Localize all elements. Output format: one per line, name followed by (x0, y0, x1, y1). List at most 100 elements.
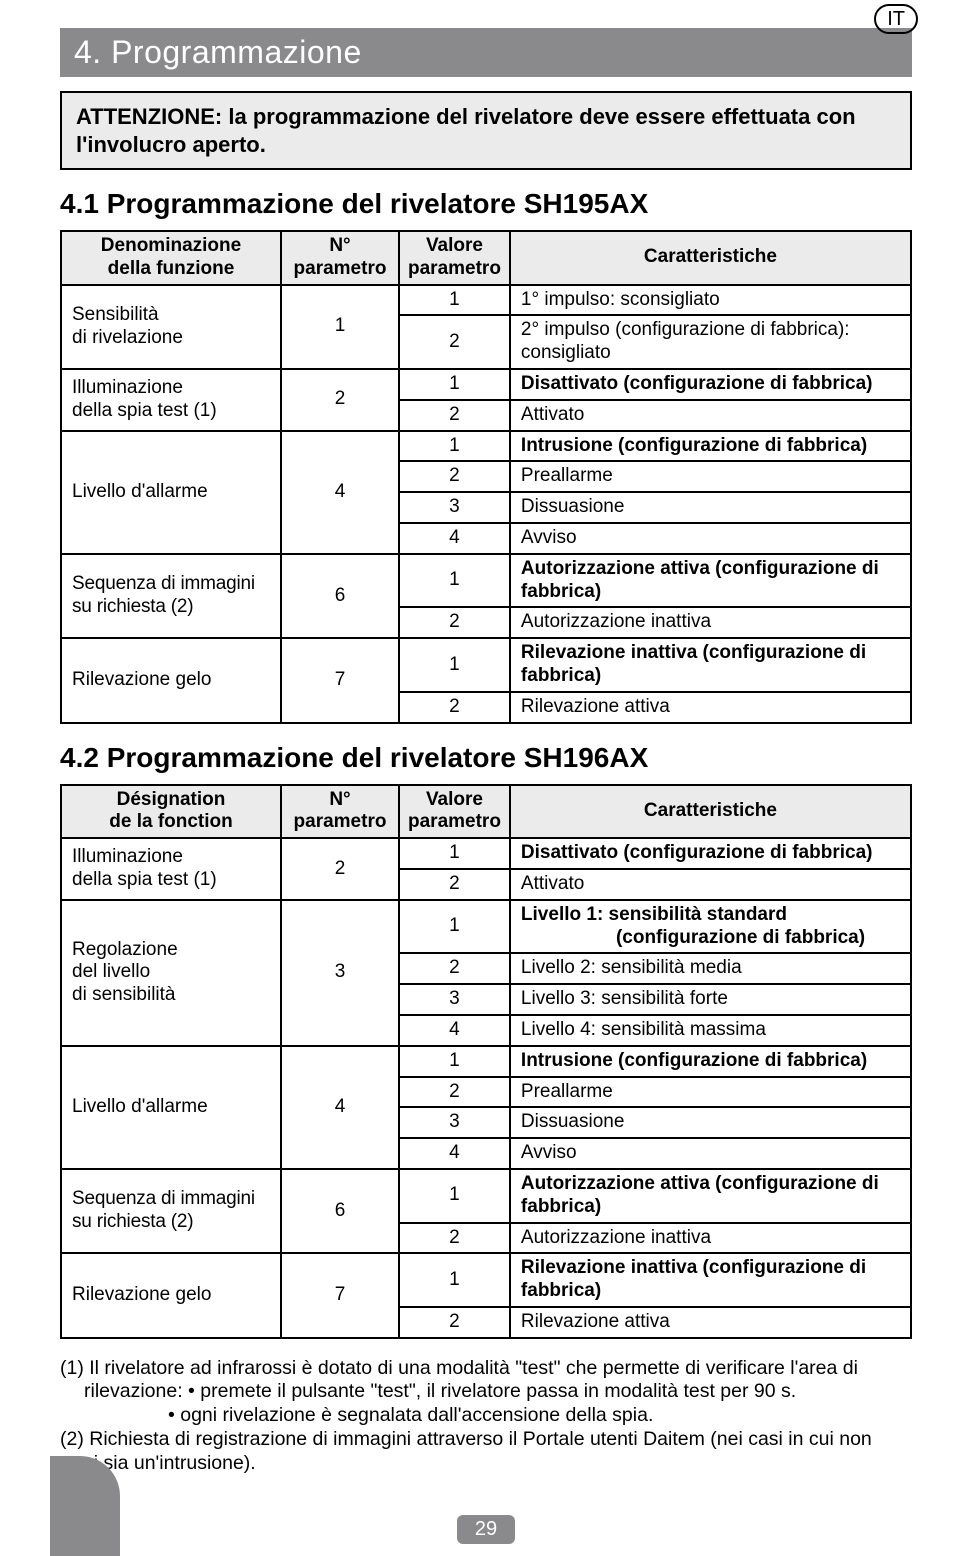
param-value-cell: 2 (399, 461, 510, 492)
table-sh195ax: Denominazionedella funzioneN°parametroVa… (60, 230, 912, 724)
table-row: Rilevazione gelo71Rilevazione inattiva (… (61, 638, 911, 692)
characteristic-cell: Rilevazione inattiva (configurazione di … (510, 1253, 911, 1307)
param-number-cell: 2 (281, 369, 399, 431)
characteristic-cell: Disattivato (configurazione di fabbrica) (510, 838, 911, 869)
footnote-2-line1: (2) Richiesta di registrazione di immagi… (60, 1428, 912, 1452)
param-number-cell: 6 (281, 1169, 399, 1253)
function-name-cell: Sequenza di immaginisu richiesta (2) (61, 1169, 281, 1253)
characteristic-cell: Dissuasione (510, 1107, 911, 1138)
characteristic-cell: 1° impulso: sconsigliato (510, 285, 911, 316)
characteristic-cell: Preallarme (510, 461, 911, 492)
param-value-cell: 1 (399, 1253, 510, 1307)
col-header-function: Denominazionedella funzione (61, 231, 281, 285)
footer-tab-decoration (50, 1456, 120, 1556)
param-value-cell: 1 (399, 554, 510, 608)
col-header-param-num: N°parametro (281, 231, 399, 285)
characteristic-cell: Rilevazione inattiva (configurazione di … (510, 638, 911, 692)
characteristic-cell: Avviso (510, 523, 911, 554)
characteristic-cell: Disattivato (configurazione di fabbrica) (510, 369, 911, 400)
characteristic-cell: Intrusione (configurazione di fabbrica) (510, 1046, 911, 1077)
param-value-cell: 2 (399, 607, 510, 638)
param-value-cell: 1 (399, 285, 510, 316)
col-header-characteristics: Caratteristiche (510, 231, 911, 285)
param-number-cell: 7 (281, 638, 399, 722)
param-number-cell: 4 (281, 1046, 399, 1169)
param-value-cell: 3 (399, 1107, 510, 1138)
param-value-cell: 4 (399, 1138, 510, 1169)
characteristic-cell: Attivato (510, 869, 911, 900)
function-name-cell: Rilevazione gelo (61, 1253, 281, 1337)
param-value-cell: 1 (399, 431, 510, 462)
param-value-cell: 1 (399, 1046, 510, 1077)
table-row: Sensibilitàdi rivelazione111° impulso: s… (61, 285, 911, 316)
col-header-characteristics: Caratteristiche (510, 785, 911, 839)
characteristic-cell: Rilevazione attiva (510, 1307, 911, 1338)
param-value-cell: 2 (399, 1077, 510, 1108)
param-value-cell: 2 (399, 1223, 510, 1254)
function-name-cell: Livello d'allarme (61, 1046, 281, 1169)
function-name-cell: Livello d'allarme (61, 431, 281, 554)
function-name-cell: Sensibilitàdi rivelazione (61, 285, 281, 369)
function-name-cell: Rilevazione gelo (61, 638, 281, 722)
characteristic-cell: Attivato (510, 400, 911, 431)
param-value-cell: 1 (399, 1169, 510, 1223)
table-row: Sequenza di immaginisu richiesta (2)61Au… (61, 554, 911, 608)
param-value-cell: 4 (399, 523, 510, 554)
footnotes: (1) Il rivelatore ad infrarossi è dotato… (60, 1357, 912, 1476)
section-title-bar: 4. Programmazione (60, 28, 912, 77)
table1-heading: 4.1 Programmazione del rivelatore SH195A… (60, 188, 912, 220)
param-value-cell: 1 (399, 638, 510, 692)
characteristic-cell: Intrusione (configurazione di fabbrica) (510, 431, 911, 462)
characteristic-cell: Rilevazione attiva (510, 692, 911, 723)
table-row: Rilevazione gelo71Rilevazione inattiva (… (61, 1253, 911, 1307)
table-sh196ax: Désignationde la fonctionN°parametroValo… (60, 784, 912, 1339)
table-row: Illuminazionedella spia test (1)21Disatt… (61, 838, 911, 869)
table2-heading: 4.2 Programmazione del rivelatore SH196A… (60, 742, 912, 774)
param-value-cell: 1 (399, 838, 510, 869)
characteristic-cell: Preallarme (510, 1077, 911, 1108)
attention-note: ATTENZIONE: la programmazione del rivela… (60, 91, 912, 170)
characteristic-cell: Avviso (510, 1138, 911, 1169)
param-value-cell: 4 (399, 1015, 510, 1046)
col-header-function: Désignationde la fonction (61, 785, 281, 839)
page-number: 29 (457, 1515, 515, 1544)
param-number-cell: 1 (281, 285, 399, 369)
function-name-cell: Sequenza di immaginisu richiesta (2) (61, 554, 281, 638)
table-row: Sequenza di immaginisu richiesta (2)61Au… (61, 1169, 911, 1223)
characteristic-cell: Autorizzazione inattiva (510, 1223, 911, 1254)
characteristic-cell: Autorizzazione attiva (configurazione di… (510, 1169, 911, 1223)
footnote-2-line2: vi sia un'intrusione). (60, 1452, 912, 1476)
param-value-cell: 2 (399, 869, 510, 900)
param-value-cell: 2 (399, 953, 510, 984)
param-number-cell: 4 (281, 431, 399, 554)
param-number-cell: 6 (281, 554, 399, 638)
param-value-cell: 2 (399, 692, 510, 723)
param-value-cell: 3 (399, 984, 510, 1015)
characteristic-cell: 2° impulso (configurazione di fabbrica):… (510, 315, 911, 369)
characteristic-cell: Autorizzazione attiva (configurazione di… (510, 554, 911, 608)
param-number-cell: 2 (281, 838, 399, 900)
param-value-cell: 1 (399, 900, 510, 954)
footnote-1-line1: (1) Il rivelatore ad infrarossi è dotato… (60, 1357, 912, 1381)
function-name-cell: Regolazionedel livellodi sensibilità (61, 900, 281, 1046)
characteristic-cell: Livello 2: sensibilità media (510, 953, 911, 984)
function-name-cell: Illuminazionedella spia test (1) (61, 369, 281, 431)
col-header-param-val: Valoreparametro (399, 231, 510, 285)
param-number-cell: 3 (281, 900, 399, 1046)
footnote-1-line2: rilevazione: • premete il pulsante "test… (60, 1380, 912, 1404)
param-value-cell: 2 (399, 400, 510, 431)
footnote-1-line3: • ogni rivelazione è segnalata dall'acce… (60, 1404, 912, 1428)
table-row: Livello d'allarme41Intrusione (configura… (61, 1046, 911, 1077)
table-row: Illuminazionedella spia test (1)21Disatt… (61, 369, 911, 400)
characteristic-cell: Livello 3: sensibilità forte (510, 984, 911, 1015)
param-value-cell: 1 (399, 369, 510, 400)
table-row: Regolazionedel livellodi sensibilità31Li… (61, 900, 911, 954)
col-header-param-val: Valoreparametro (399, 785, 510, 839)
characteristic-cell: Dissuasione (510, 492, 911, 523)
param-number-cell: 7 (281, 1253, 399, 1337)
attention-note-text: ATTENZIONE: la programmazione del rivela… (76, 104, 856, 157)
function-name-cell: Illuminazionedella spia test (1) (61, 838, 281, 900)
characteristic-cell: Livello 1: sensibilità standard (configu… (510, 900, 911, 954)
page-footer: 29 (60, 1486, 912, 1556)
param-value-cell: 2 (399, 1307, 510, 1338)
